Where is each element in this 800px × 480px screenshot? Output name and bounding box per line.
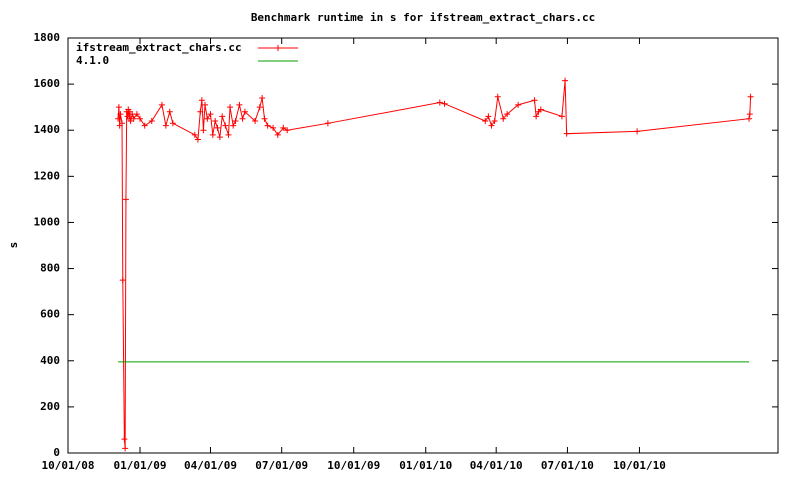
point-marker xyxy=(148,118,155,124)
point-marker xyxy=(500,115,507,122)
point-marker xyxy=(236,101,243,108)
point-marker xyxy=(537,106,544,113)
point-marker xyxy=(194,136,201,143)
y-tick-label: 1600 xyxy=(34,77,61,90)
point-marker xyxy=(264,122,271,129)
point-marker xyxy=(239,115,246,122)
point-marker xyxy=(127,118,134,124)
point-marker xyxy=(214,124,221,131)
point-marker xyxy=(515,101,522,108)
point-marker xyxy=(488,122,495,129)
y-tick-label: 800 xyxy=(40,262,60,275)
legend-label: 4.1.0 xyxy=(76,54,109,67)
point-marker xyxy=(482,118,489,124)
point-marker xyxy=(747,93,754,100)
point-marker xyxy=(746,111,753,118)
y-tick-label: 1400 xyxy=(34,123,61,136)
point-marker xyxy=(166,108,173,115)
point-marker xyxy=(141,122,148,129)
point-marker xyxy=(504,111,511,118)
point-marker xyxy=(137,115,144,122)
point-marker xyxy=(119,277,126,284)
point-marker xyxy=(197,108,204,115)
point-marker xyxy=(491,118,498,124)
y-tick-label: 600 xyxy=(40,308,60,321)
point-marker xyxy=(122,445,129,452)
point-marker xyxy=(256,104,263,111)
point-marker xyxy=(485,113,492,120)
point-marker xyxy=(207,111,214,118)
x-tick-label: 04/01/09 xyxy=(184,459,237,472)
point-marker xyxy=(232,118,239,124)
point-marker xyxy=(280,124,287,131)
x-tick-label: 07/01/09 xyxy=(255,459,308,472)
y-tick-label: 400 xyxy=(40,354,60,367)
point-marker xyxy=(241,108,248,115)
point-marker xyxy=(169,120,176,127)
point-marker xyxy=(531,97,538,104)
chart-title: Benchmark runtime in s for ifstream_extr… xyxy=(251,11,595,24)
point-marker xyxy=(216,134,223,141)
point-marker xyxy=(563,130,570,137)
point-marker xyxy=(562,77,569,84)
point-marker xyxy=(201,101,208,108)
point-marker xyxy=(533,113,540,120)
y-axis-label: s xyxy=(7,242,20,249)
point-marker xyxy=(117,111,124,118)
point-marker xyxy=(634,128,641,135)
y-tick-label: 1800 xyxy=(34,31,61,44)
legend-label: ifstream_extract_chars.cc xyxy=(76,41,242,54)
x-tick-label: 04/01/10 xyxy=(470,459,523,472)
point-marker xyxy=(121,436,128,443)
point-marker xyxy=(284,127,291,134)
x-tick-label: 10/01/10 xyxy=(613,459,666,472)
point-marker xyxy=(324,120,331,127)
point-marker xyxy=(212,118,219,124)
point-marker xyxy=(119,120,126,127)
point-marker xyxy=(219,113,226,120)
point-marker xyxy=(209,131,216,138)
point-marker xyxy=(746,115,753,122)
point-marker xyxy=(198,97,205,104)
point-marker xyxy=(204,115,211,122)
x-tick-label: 10/01/08 xyxy=(42,459,95,472)
x-tick-label: 01/01/10 xyxy=(399,459,452,472)
point-marker xyxy=(227,104,234,111)
plot-frame xyxy=(67,37,779,454)
point-marker xyxy=(225,131,232,138)
point-marker xyxy=(158,101,165,108)
point-marker xyxy=(259,94,266,101)
y-tick-label: 1000 xyxy=(34,215,61,228)
point-marker xyxy=(261,115,268,122)
x-tick-label: 07/01/10 xyxy=(541,459,594,472)
point-marker xyxy=(200,127,207,134)
point-marker xyxy=(270,124,277,131)
point-marker xyxy=(558,113,565,120)
point-marker xyxy=(252,118,259,124)
point-marker xyxy=(115,115,122,122)
point-marker xyxy=(494,93,501,100)
y-tick-label: 200 xyxy=(40,400,60,413)
point-marker xyxy=(162,122,169,129)
legend-marker xyxy=(275,45,281,51)
x-tick-label: 01/01/09 xyxy=(114,459,167,472)
point-marker xyxy=(133,111,140,118)
point-marker xyxy=(274,131,281,138)
y-tick-label: 1200 xyxy=(34,169,61,182)
point-marker xyxy=(436,99,443,106)
point-marker xyxy=(441,100,448,107)
point-marker xyxy=(230,122,237,129)
y-tick-label: 0 xyxy=(53,446,60,459)
point-marker xyxy=(191,131,198,138)
point-marker xyxy=(222,122,229,129)
point-marker xyxy=(115,104,122,111)
point-marker xyxy=(122,196,129,203)
x-tick-label: 10/01/09 xyxy=(327,459,380,472)
point-marker xyxy=(130,115,137,122)
